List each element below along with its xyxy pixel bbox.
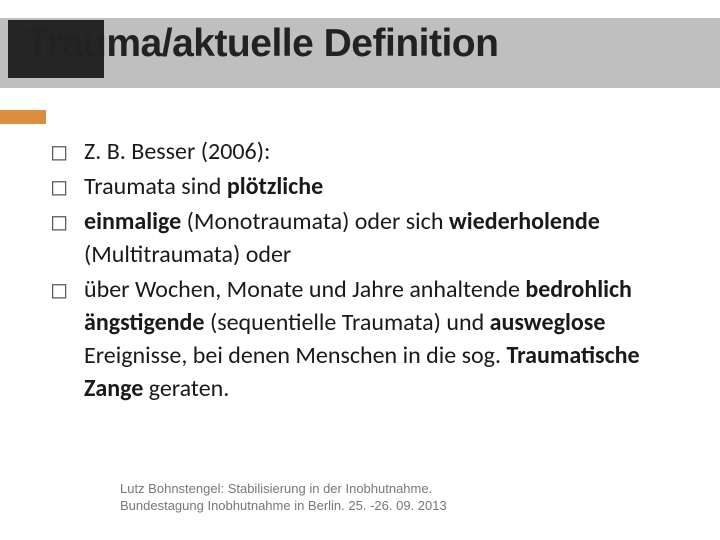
bullet-row: ◻Z. B. Besser (2006): xyxy=(48,135,688,168)
bullet-marker-icon: ◻ xyxy=(48,170,84,203)
slide-title: Trauma/aktuelle Definition xyxy=(26,24,498,63)
bullet-marker-icon: ◻ xyxy=(48,273,84,306)
footer-line-1: Lutz Bohnstengel: Stabilisierung in der … xyxy=(120,480,447,497)
bullet-row: ◻Traumata sind plötzliche xyxy=(48,170,688,203)
bullet-text: über Wochen, Monate und Jahre anhaltende… xyxy=(84,273,688,405)
bullet-text: Traumata sind plötzliche xyxy=(84,170,323,203)
bullet-row: ◻über Wochen, Monate und Jahre anhaltend… xyxy=(48,273,688,405)
bullet-text: Z. B. Besser (2006): xyxy=(84,135,270,168)
footer-line-2: Bundestagung Inobhutnahme in Berlin. 25.… xyxy=(120,497,447,514)
bullet-row: ◻einmalige (Monotraumata) oder sich wied… xyxy=(48,205,688,271)
bullet-text: einmalige (Monotraumata) oder sich wiede… xyxy=(84,205,688,271)
bullet-marker-icon: ◻ xyxy=(48,205,84,238)
accent-bar xyxy=(0,110,46,124)
bullet-marker-icon: ◻ xyxy=(48,135,84,168)
content-area: ◻Z. B. Besser (2006):◻Traumata sind plöt… xyxy=(48,135,688,407)
footer-citation: Lutz Bohnstengel: Stabilisierung in der … xyxy=(120,480,447,514)
